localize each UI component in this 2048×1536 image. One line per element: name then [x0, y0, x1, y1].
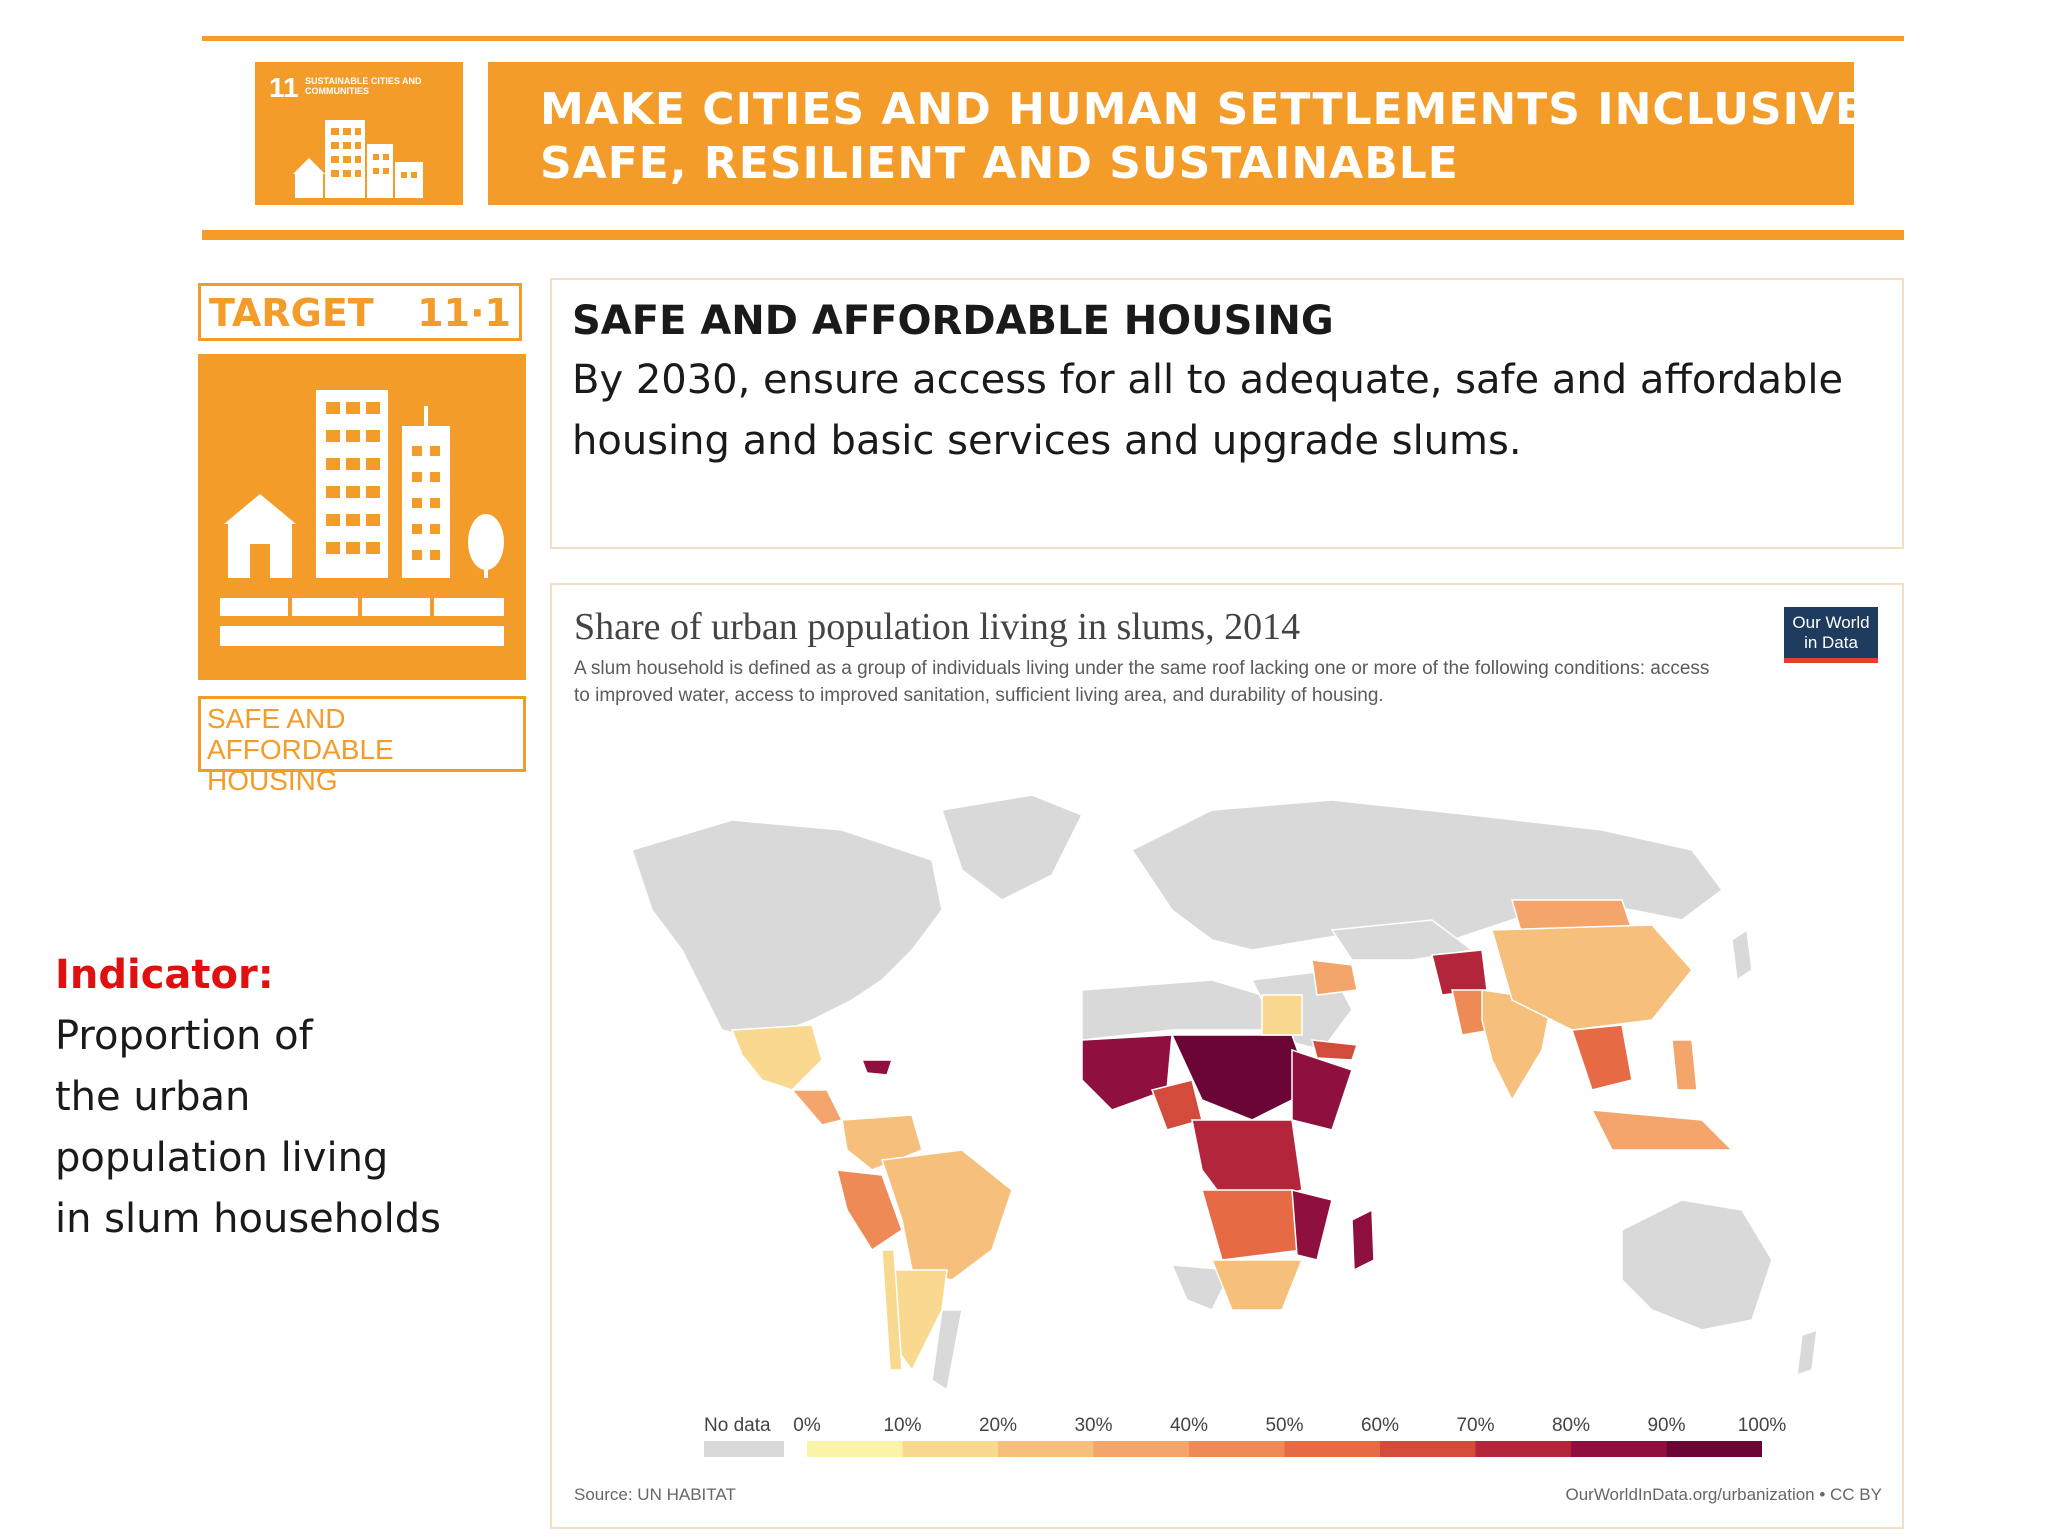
indicator-line: in slum households — [55, 1196, 441, 1242]
target-caption-line-1: SAFE AND AFFORDABLE — [207, 703, 394, 765]
legend-bin — [1666, 1441, 1762, 1457]
egypt — [1261, 994, 1303, 1036]
legend-tick-label: 100% — [1738, 1415, 1787, 1436]
target-title: SAFE AND AFFORDABLE HOUSING — [572, 298, 1334, 344]
legend-tick-label: 40% — [1170, 1415, 1208, 1436]
target-number: 11·1 — [417, 291, 511, 335]
owid-logo: Our World in Data — [1784, 607, 1878, 663]
southern-cone — [931, 1309, 963, 1392]
west-africa — [1081, 1034, 1173, 1111]
buildings-icon — [220, 390, 504, 646]
legend-no-data-label: No data — [704, 1415, 771, 1436]
legend-tick-label: 60% — [1361, 1415, 1399, 1436]
indonesia — [1590, 1109, 1734, 1151]
goal-number: 11 — [269, 72, 299, 103]
mozambique — [1291, 1189, 1333, 1261]
target-desc-line-1: By 2030, ensure access for all to adequa… — [572, 357, 1844, 403]
southern-africa — [1170, 1264, 1234, 1311]
legend-bin — [1093, 1441, 1189, 1457]
housing-icon — [198, 354, 526, 680]
target-number-box: TARGET 11·1 — [198, 283, 522, 341]
bottom-rule — [202, 230, 1904, 240]
philippines — [1671, 1039, 1698, 1091]
goal-icon-caption: SUSTAINABLE CITIES AND COMMUNITIES — [305, 76, 422, 96]
map-panel: Share of urban population living in slum… — [550, 583, 1904, 1529]
indicator-block: Indicator: Proportion of the urban popul… — [55, 945, 495, 1250]
target-icon-caption: SAFE AND AFFORDABLE HOUSING — [198, 696, 526, 796]
legend-bin — [1284, 1441, 1380, 1457]
iraq — [1311, 959, 1358, 996]
north-america — [631, 819, 943, 1041]
goal-title-line-1: MAKE CITIES AND HUMAN SETTLEMENTS INCLUS… — [540, 84, 1884, 135]
map-legend: No data 0% 10% 20% 30% 40% 50% 60% 70% 80% 90% 100… — [704, 1415, 1787, 1457]
madagascar — [1351, 1208, 1375, 1272]
legend-tick-label: 20% — [979, 1415, 1017, 1436]
legend-tick-label: 50% — [1265, 1415, 1303, 1436]
goal-banner: MAKE CITIES AND HUMAN SETTLEMENTS INCLUS… — [488, 62, 1883, 205]
map-title: Share of urban population living in slum… — [574, 606, 1301, 648]
goal-title-line-2: SAFE, RESILIENT AND SUSTAINABLE — [540, 138, 1459, 189]
legend-no-data-swatch — [704, 1441, 784, 1457]
legend-bin — [1475, 1441, 1571, 1457]
target-label: TARGET — [209, 291, 374, 335]
legend-bin — [1380, 1441, 1476, 1457]
goal-icon: 11 SUSTAINABLE CITIES AND COMMUNITIES — [255, 62, 463, 205]
target-description-box: SAFE AND AFFORDABLE HOUSING By 2030, ens… — [550, 278, 1904, 549]
city-icon — [293, 120, 423, 198]
world-map — [631, 794, 1818, 1392]
map-credit: OurWorldInData.org/urbanization • CC BY — [1565, 1485, 1882, 1504]
southeast-asia — [1570, 1024, 1633, 1091]
chile — [881, 1249, 903, 1371]
legend-tick-label: 80% — [1552, 1415, 1590, 1436]
target-desc-line-2: housing and basic services and upgrade s… — [572, 418, 1522, 464]
owid-logo-line-2: in Data — [1804, 633, 1858, 652]
china — [1491, 924, 1693, 1031]
east-africa — [1291, 1048, 1353, 1131]
legend-bin — [807, 1441, 903, 1457]
australia — [1621, 1199, 1773, 1331]
map-source: Source: UN HABITAT — [574, 1485, 736, 1504]
japan — [1731, 928, 1753, 982]
target-caption-line-2: HOUSING — [207, 765, 338, 796]
legend-tick-label: 70% — [1456, 1415, 1494, 1436]
legend-bin — [1189, 1441, 1285, 1457]
brazil — [880, 1149, 1013, 1281]
legend-tick-label: 90% — [1647, 1415, 1685, 1436]
legend-bin — [998, 1441, 1094, 1457]
yemen — [1310, 1039, 1359, 1061]
legend-bin — [902, 1441, 998, 1457]
legend-bin — [1571, 1441, 1667, 1457]
greenland — [941, 794, 1084, 901]
top-rule — [202, 36, 1904, 41]
caribbean — [860, 1059, 894, 1076]
legend-tick-label: 30% — [1074, 1415, 1112, 1436]
indicator-line: population living — [55, 1135, 389, 1181]
indicator-line: Proportion of — [55, 1013, 313, 1059]
indicator-line: the urban — [55, 1074, 251, 1120]
south-africa — [1210, 1259, 1304, 1311]
legend-tick-label: 0% — [793, 1415, 821, 1436]
map-subtitle: A slum household is defined as a group o… — [574, 658, 1710, 706]
indicator-label: Indicator: — [55, 952, 274, 998]
legend-tick-label: 10% — [883, 1415, 921, 1436]
new-zealand — [1796, 1328, 1818, 1377]
owid-logo-line-1: Our World — [1792, 613, 1870, 632]
peru-bolivia — [836, 1169, 903, 1252]
